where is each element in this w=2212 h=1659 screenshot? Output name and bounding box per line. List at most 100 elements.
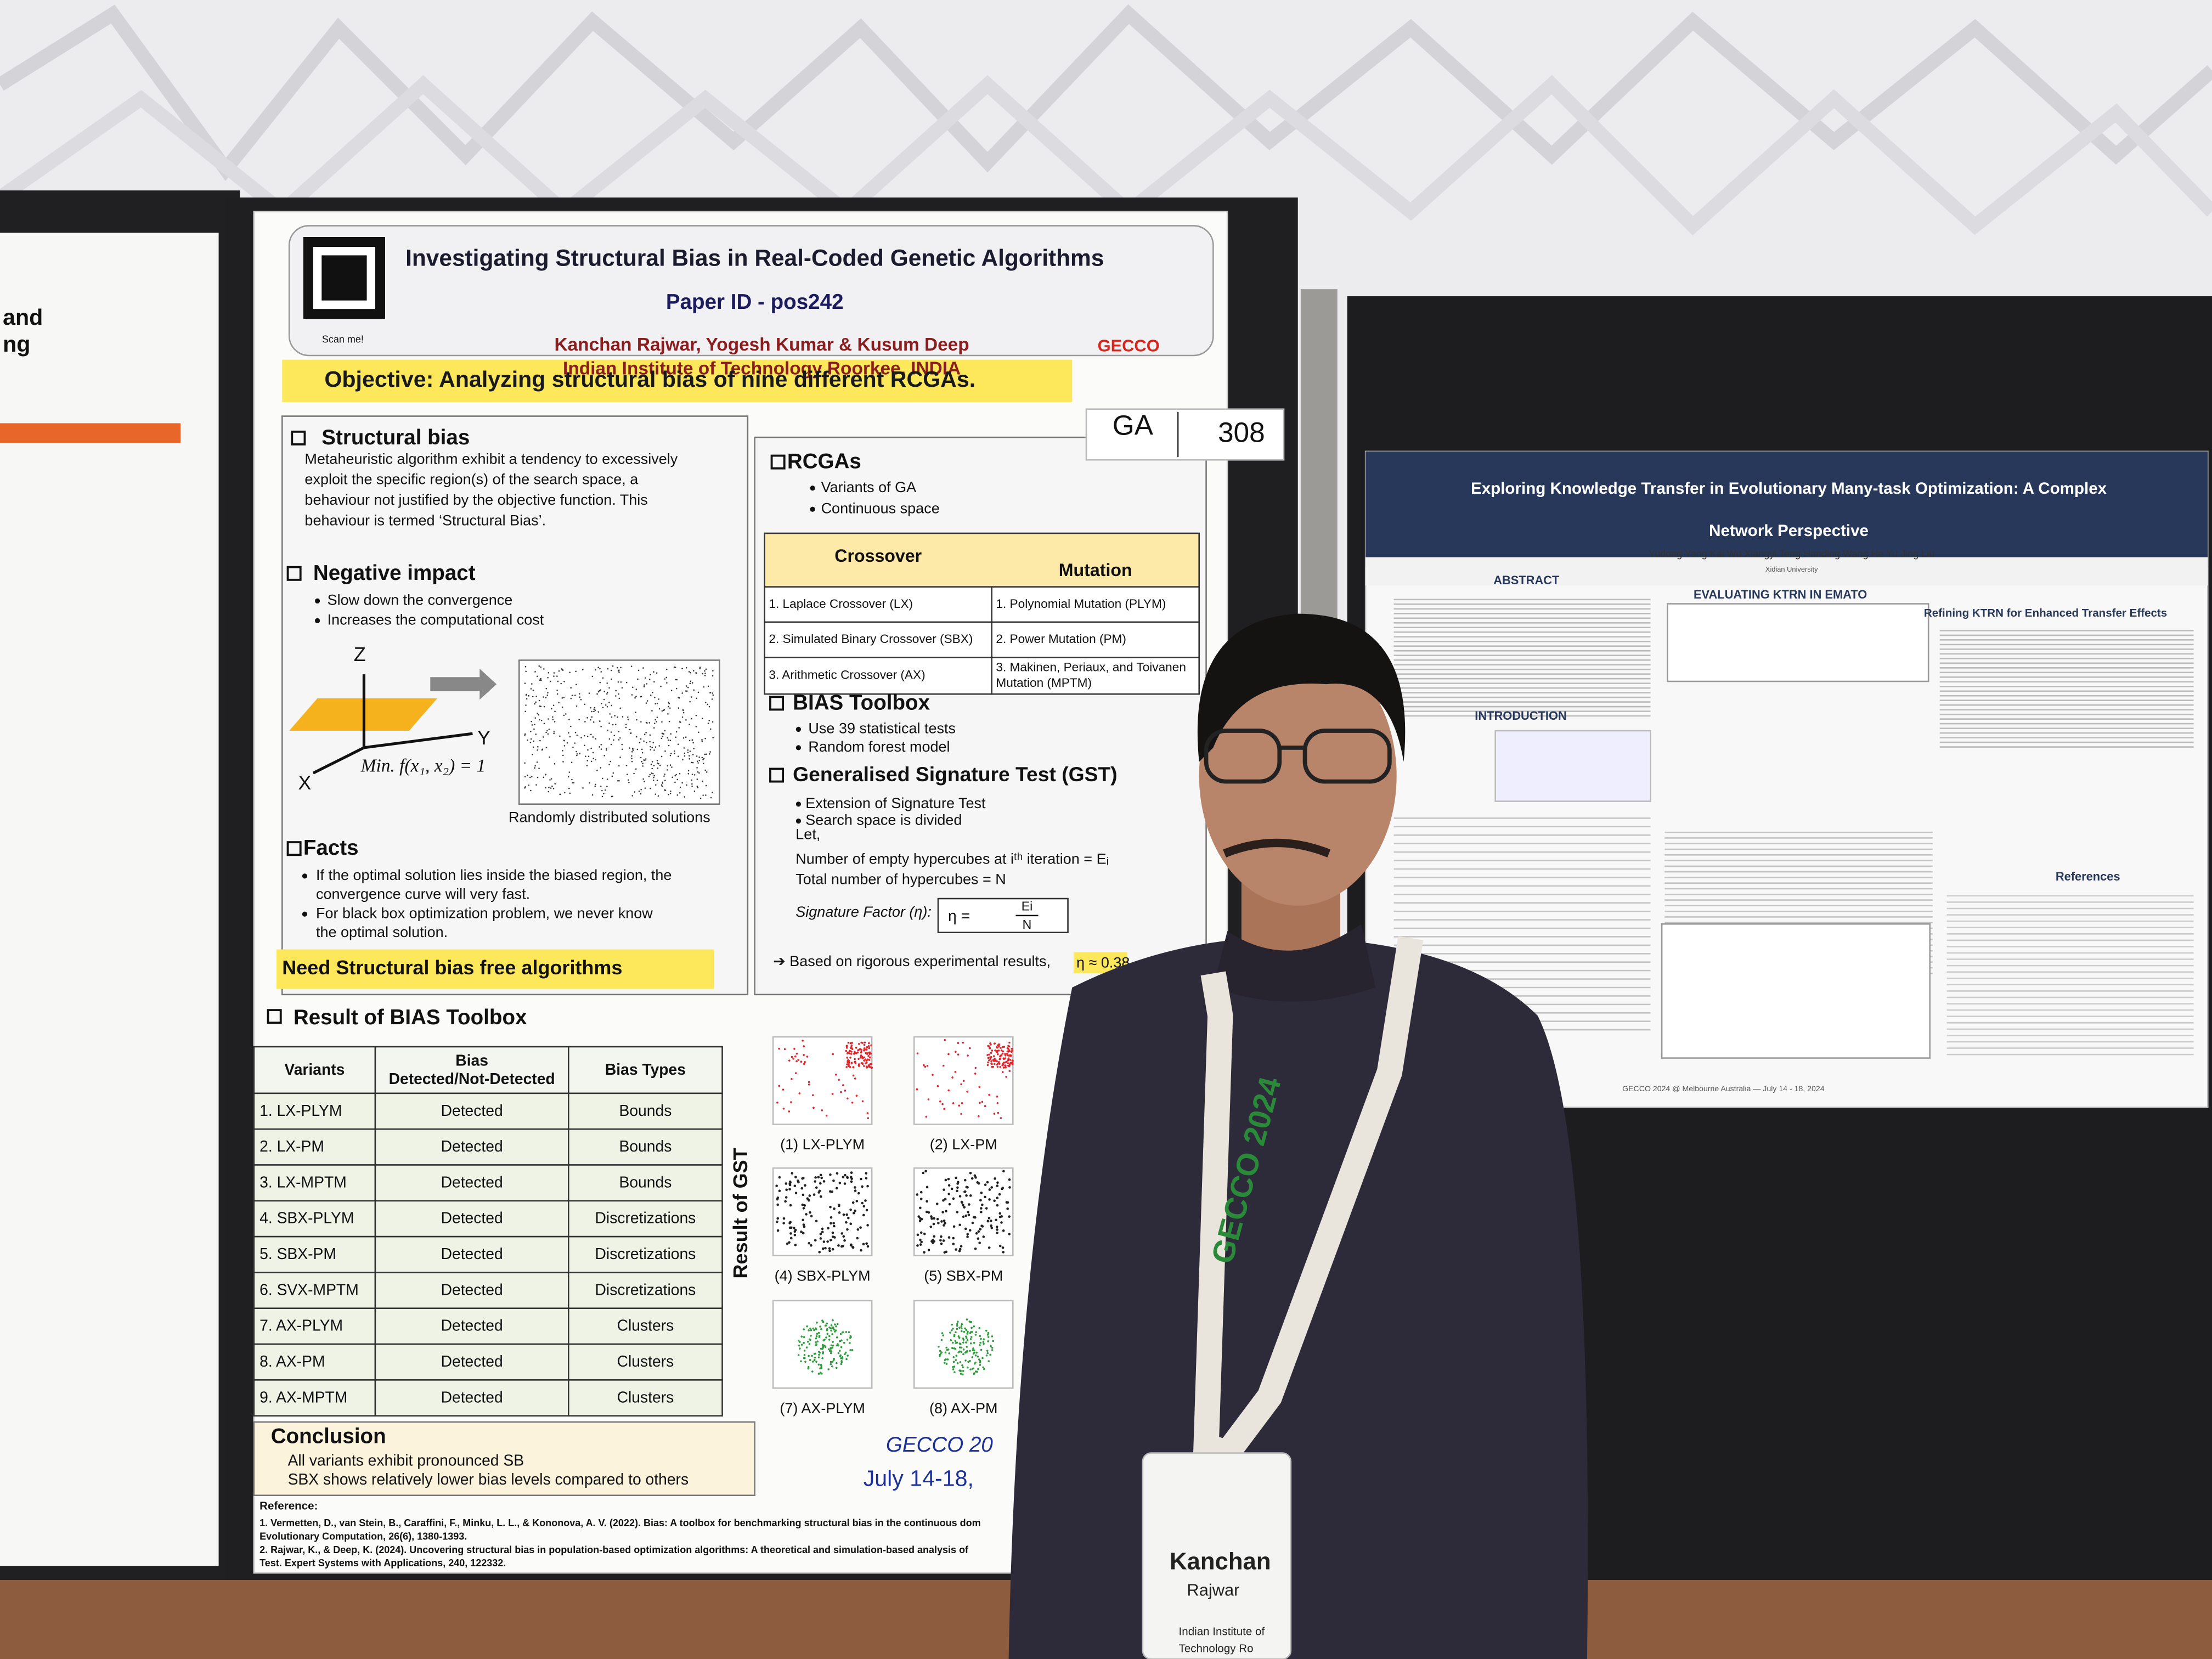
gst-dot	[942, 1239, 945, 1242]
scatter-dot	[586, 735, 589, 737]
badge-text: Indian Institute of	[1179, 1626, 1265, 1638]
gst-dot	[1000, 1117, 1002, 1119]
scatter-dot	[631, 795, 634, 797]
scatter-dot	[590, 707, 591, 709]
gst-dot	[946, 1358, 949, 1361]
scatter-dot	[537, 746, 539, 748]
gst-dot	[960, 1325, 963, 1328]
gst-dot	[866, 1053, 868, 1055]
scatter-dot	[549, 680, 551, 682]
scatter-dot	[531, 724, 533, 726]
gst-dot	[944, 1198, 947, 1201]
scatter-dot	[639, 742, 641, 743]
gst-dot	[953, 1347, 956, 1350]
gst-dot	[820, 1367, 822, 1369]
cell-text: Discretizations	[595, 1209, 696, 1227]
gst-dot	[966, 1091, 968, 1093]
gst-dot	[837, 1344, 840, 1347]
scatter-dot	[704, 670, 706, 672]
logo: GECCO	[1098, 336, 1160, 356]
scatter-dot	[576, 734, 578, 736]
scatter-dot	[658, 745, 661, 747]
scatter-dot	[525, 704, 527, 706]
scatter-dot	[684, 755, 686, 757]
scatter-dot	[582, 787, 584, 789]
gst-dot	[810, 1329, 812, 1331]
scatter-dot	[608, 738, 611, 740]
gst-dot	[956, 1324, 958, 1327]
gst-dot	[990, 1224, 993, 1227]
gst-dot	[967, 1361, 969, 1363]
paper-id: Paper ID - pos242	[666, 290, 844, 314]
scatter-dot	[652, 779, 654, 781]
scatter-dot	[640, 757, 642, 759]
gst-dot	[811, 1370, 814, 1373]
scatter-dot	[686, 784, 687, 786]
gst-dot	[991, 1349, 994, 1351]
bullet	[314, 618, 320, 624]
scatter-plots	[524, 599, 2194, 1389]
cell-text: 3. Arithmetic Crossover (AX)	[769, 668, 925, 682]
gst-dot	[956, 1323, 958, 1325]
scatter-dot	[616, 667, 618, 669]
bullet-text: Random forest model	[808, 738, 950, 755]
cell-text: Mutation (MPTM)	[996, 676, 1092, 690]
scatter-dot	[634, 791, 636, 793]
scatter-dot	[543, 723, 545, 725]
scatter-dot	[545, 787, 546, 789]
gst-dot	[961, 1323, 963, 1325]
gst-dot	[925, 1115, 928, 1118]
scatter-dot	[610, 669, 612, 672]
gst-dot	[965, 1341, 967, 1344]
scatter-dot	[562, 754, 564, 757]
gst-dot	[986, 1352, 989, 1355]
gst-dot	[806, 1325, 808, 1328]
formula: N	[1023, 917, 1032, 932]
scatter-dot	[653, 749, 655, 751]
gst-dot	[832, 1344, 834, 1347]
gst-dot	[1000, 1215, 1003, 1218]
table-cell	[991, 657, 1200, 695]
scatter-dot	[698, 759, 701, 761]
scatter-dot	[629, 747, 630, 749]
cell-text: 7. AX-PLYM	[259, 1317, 343, 1334]
gst-dot	[991, 1347, 994, 1349]
cell-text: 2. Simulated Binary Crossover (SBX)	[769, 632, 973, 646]
gst-dot	[842, 1235, 845, 1238]
scatter-dot	[635, 696, 637, 697]
gst-dot	[952, 1328, 954, 1330]
scatter-dot	[691, 774, 693, 776]
gst-dot	[776, 1102, 778, 1104]
gst-dot	[939, 1100, 941, 1103]
gst-dot	[987, 1336, 990, 1338]
gst-dot	[845, 1358, 848, 1361]
gst-dot	[818, 1335, 821, 1337]
gst-dot	[990, 1052, 992, 1054]
gst-dot	[821, 1357, 823, 1359]
gst-dot	[821, 1231, 824, 1233]
gst-dot	[846, 1339, 849, 1341]
gst-dot	[978, 1115, 980, 1118]
gst-dot	[967, 1214, 970, 1216]
gst-dot	[778, 1189, 781, 1193]
scatter-dot	[710, 797, 712, 799]
gst-dot	[924, 1065, 927, 1068]
gst-dot	[1007, 1058, 1009, 1061]
scatter-dot	[601, 789, 603, 792]
scatter-dot	[565, 713, 567, 715]
scatter-dot	[648, 679, 651, 680]
cell-text: Detected	[441, 1137, 503, 1155]
gst-dot	[953, 1371, 956, 1374]
scatter-dot	[575, 751, 577, 753]
gst-dot	[802, 1193, 805, 1197]
gst-dot	[856, 1228, 860, 1231]
gst-dot	[830, 1329, 832, 1332]
gst-dot	[941, 1211, 944, 1214]
scatter-dot	[695, 714, 697, 716]
scatter-dot	[679, 786, 681, 788]
gst-dot	[1002, 1050, 1005, 1053]
gst-dot	[836, 1367, 838, 1369]
cell-text: Detected	[441, 1209, 503, 1227]
gst-dot	[966, 1339, 969, 1341]
gst-dot	[828, 1326, 831, 1329]
